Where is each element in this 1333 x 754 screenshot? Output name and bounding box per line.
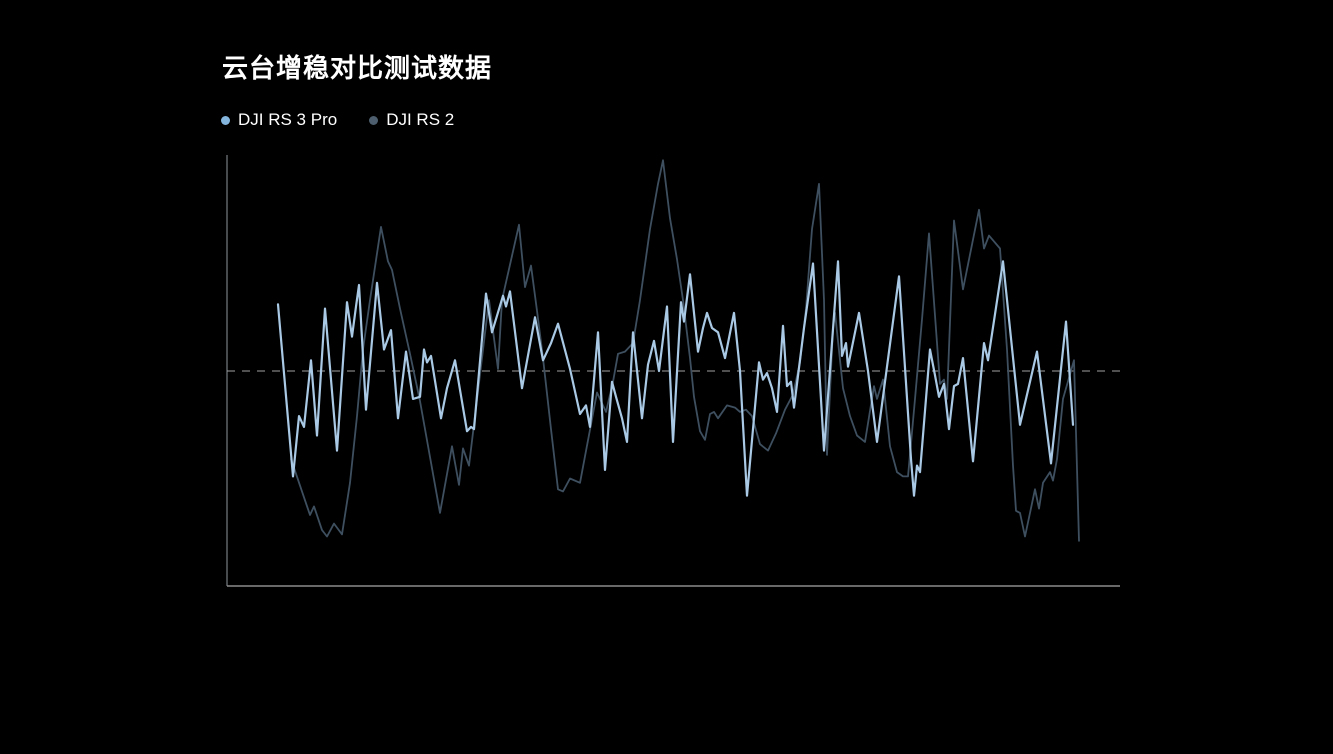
legend-marker-rs3pro-icon: [221, 115, 230, 125]
legend-item-rs3pro[interactable]: DJI RS 3 Pro: [221, 110, 337, 130]
legend-item-rs2[interactable]: DJI RS 2: [369, 110, 454, 130]
rs3pro-series-line: [276, 260, 1075, 497]
legend-marker-rs2-icon: [369, 115, 379, 125]
legend: DJI RS 3 Pro DJI RS 2: [221, 110, 454, 130]
legend-label-rs2: DJI RS 2: [386, 110, 455, 129]
legend-label-rs3pro: DJI RS 3 Pro: [238, 110, 338, 129]
page-title: 云台增稳对比测试数据: [222, 53, 493, 83]
rs2-series-line: [290, 159, 1080, 542]
